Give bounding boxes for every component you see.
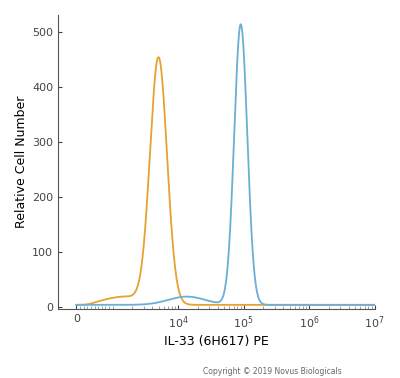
Y-axis label: Relative Cell Number: Relative Cell Number — [15, 96, 28, 228]
X-axis label: IL-33 (6H617) PE: IL-33 (6H617) PE — [164, 335, 269, 348]
Text: Copyright © 2019 Novus Biologicals: Copyright © 2019 Novus Biologicals — [203, 367, 341, 376]
